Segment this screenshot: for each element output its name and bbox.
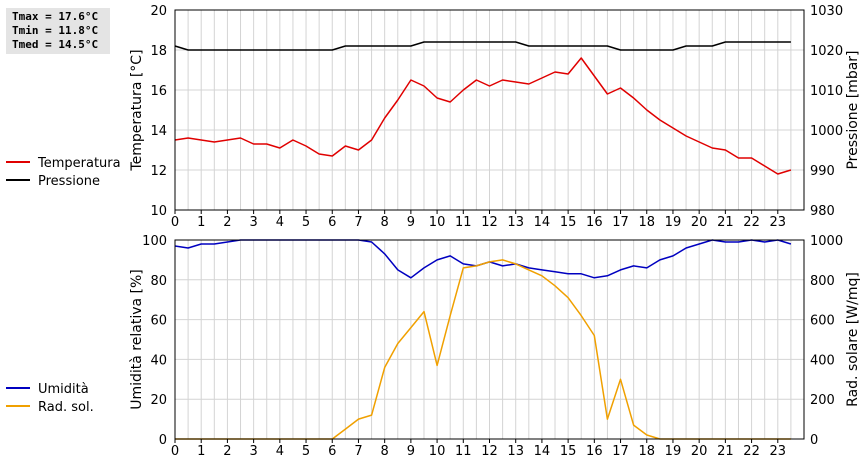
x-tick-label: 4: [276, 444, 284, 459]
x-tick-label: 22: [743, 215, 760, 230]
x-tick-label: 20: [691, 444, 708, 459]
x-tick-label: 0: [171, 444, 179, 459]
x-tick-label: 19: [665, 444, 682, 459]
left-tick-label: 40: [150, 353, 167, 368]
left-tick-label: 100: [142, 234, 167, 249]
x-tick-label: 13: [507, 215, 524, 230]
right-tick-label: 200: [810, 393, 835, 408]
left-tick-label: 0: [159, 433, 167, 448]
left-tick-label: 14: [150, 124, 167, 139]
x-tick-label: 14: [534, 215, 551, 230]
x-tick-label: 2: [223, 444, 231, 459]
stat-tmax: Tmax = 17.6°C: [12, 10, 99, 23]
x-tick-label: 17: [612, 444, 629, 459]
x-tick-label: 14: [534, 444, 551, 459]
x-tick-label: 5: [302, 215, 310, 230]
x-tick-label: 4: [276, 215, 284, 230]
x-tick-label: 8: [381, 215, 389, 230]
left-tick-label: 18: [150, 44, 167, 59]
x-tick-label: 11: [455, 215, 472, 230]
x-tick-label: 19: [665, 215, 682, 230]
right-tick-label: 0: [810, 433, 818, 448]
humidity-radiation-panel: 0 1 2 3 4 5 6 7 8 9 10 11 12 13 14 15 16 17 18 19 20 21 22 2302…: [6, 234, 860, 459]
left-tick-label: 10: [150, 204, 167, 219]
left-tick-label: 60: [150, 314, 167, 329]
left-tick-label: 12: [150, 164, 167, 179]
x-tick-label: 1: [197, 444, 205, 459]
x-tick-label: 6: [328, 444, 336, 459]
x-tick-label: 11: [455, 444, 472, 459]
left-axis-label: Temperatura [°C]: [129, 49, 145, 171]
legend-label: Pressione: [38, 174, 100, 189]
x-tick-label: 9: [407, 444, 415, 459]
x-tick-label: 8: [381, 444, 389, 459]
x-tick-label: 12: [481, 215, 498, 230]
x-tick-label: 1: [197, 215, 205, 230]
x-tick-label: 9: [407, 215, 415, 230]
series-line-temperatura: [174, 57, 792, 175]
left-tick-label: 16: [150, 84, 167, 99]
series-line-pressione: [174, 41, 791, 51]
stats-box: Tmax = 17.6°C Tmin = 11.8°C Tmed = 14.5°…: [6, 8, 110, 54]
x-tick-label: 15: [560, 215, 577, 230]
right-tick-label: 600: [810, 314, 835, 329]
right-tick-label: 1000: [810, 124, 843, 139]
series-line-rad-sol: [175, 259, 791, 440]
x-tick-label: 16: [586, 444, 603, 459]
temperature-pressure-panel: 0 1 2 3 4 5 6 7 8 9 10 11 12 13 14 15 16 17 18 19 20 21 22 2310…: [6, 4, 860, 230]
x-tick-label: 23: [770, 215, 787, 230]
right-tick-label: 400: [810, 353, 835, 368]
x-tick-label: 17: [612, 215, 629, 230]
stat-tmed: Tmed = 14.5°C: [12, 38, 99, 51]
x-tick-label: 23: [770, 444, 787, 459]
x-tick-label: 22: [743, 444, 760, 459]
legend-label: Rad. sol.: [38, 400, 94, 415]
left-tick-label: 20: [150, 4, 167, 19]
x-tick-label: 3: [249, 444, 257, 459]
x-tick-label: 21: [717, 215, 734, 230]
x-tick-label: 12: [481, 444, 498, 459]
x-tick-label: 3: [249, 215, 257, 230]
legend-label: Temperatura: [37, 156, 121, 171]
series-line-umidit: [174, 239, 792, 279]
right-axis-label: Rad. solare [W/mq]: [845, 272, 860, 407]
right-tick-label: 980: [810, 204, 835, 219]
right-tick-label: 800: [810, 274, 835, 289]
x-tick-label: 0: [171, 215, 179, 230]
right-tick-label: 1000: [810, 234, 843, 249]
x-tick-label: 7: [354, 215, 362, 230]
x-tick-label: 13: [507, 444, 524, 459]
x-tick-label: 2: [223, 215, 231, 230]
x-tick-label: 10: [429, 444, 446, 459]
left-tick-label: 80: [150, 274, 167, 289]
legend-label: Umidità: [38, 382, 89, 397]
x-tick-label: 15: [560, 444, 577, 459]
x-tick-label: 18: [638, 215, 655, 230]
right-tick-label: 1010: [810, 84, 843, 99]
right-tick-label: 1020: [810, 44, 843, 59]
x-tick-label: 6: [328, 215, 336, 230]
x-tick-label: 16: [586, 215, 603, 230]
right-axis-label: Pressione [mbar]: [845, 50, 860, 169]
x-tick-label: 20: [691, 215, 708, 230]
left-tick-label: 20: [150, 393, 167, 408]
right-tick-label: 990: [810, 164, 835, 179]
stat-tmin: Tmin = 11.8°C: [12, 24, 99, 37]
x-tick-label: 10: [429, 215, 446, 230]
x-tick-label: 18: [638, 444, 655, 459]
right-tick-label: 1030: [810, 4, 843, 19]
x-tick-label: 7: [354, 444, 362, 459]
left-axis-label: Umidità relativa [%]: [129, 269, 145, 410]
x-tick-label: 5: [302, 444, 310, 459]
x-tick-label: 21: [717, 444, 734, 459]
